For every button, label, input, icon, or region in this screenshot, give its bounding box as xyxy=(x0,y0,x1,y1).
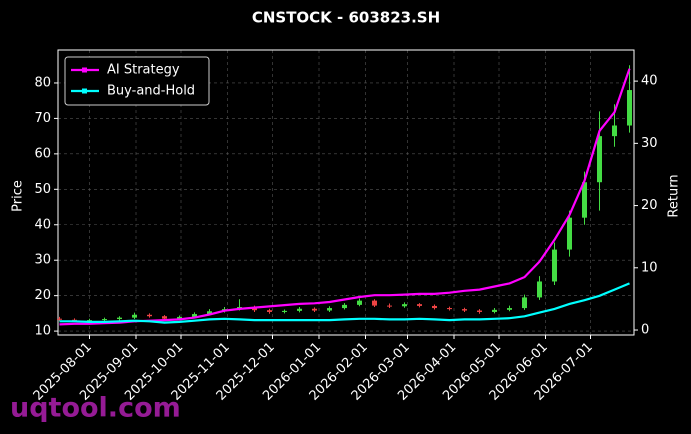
candle-body xyxy=(297,308,302,311)
candle-body xyxy=(372,300,377,306)
y-tick-label: 80 xyxy=(34,75,51,90)
candle-body xyxy=(387,305,392,307)
plot-frame xyxy=(57,49,635,336)
y-tick-label: 70 xyxy=(34,111,51,126)
candle-body xyxy=(357,300,362,305)
legend-label: AI Strategy xyxy=(107,63,180,78)
candle-body xyxy=(177,316,182,319)
candle-body xyxy=(402,304,407,307)
legend-marker xyxy=(82,67,87,73)
candle-body xyxy=(582,182,587,218)
candle-body xyxy=(432,305,437,309)
line-series xyxy=(59,68,631,326)
y2-axis-label: Return xyxy=(667,174,682,217)
y-axis-label: Price xyxy=(11,180,26,212)
y-tick-label: 50 xyxy=(34,182,51,197)
candle-body xyxy=(537,281,542,298)
candle-body xyxy=(312,308,317,311)
y2-tick-label: 20 xyxy=(641,198,658,213)
candle-body xyxy=(267,310,272,312)
legend-label: Buy-and-Hold xyxy=(107,84,195,99)
candle-body xyxy=(117,317,122,320)
candle-body xyxy=(192,314,197,317)
chart-title: CNSTOCK - 603823.SH xyxy=(252,9,440,27)
candle-body xyxy=(87,320,92,322)
y-tick-label: 10 xyxy=(34,324,51,339)
candle-body xyxy=(417,304,422,306)
y-tick-label: 60 xyxy=(34,146,51,161)
candle-body xyxy=(57,318,62,320)
line-series xyxy=(59,282,630,324)
y2-tick-label: 0 xyxy=(641,323,649,338)
y-tick-label: 40 xyxy=(34,217,51,232)
watermark: uqtool.com xyxy=(10,393,181,424)
candle-body xyxy=(522,297,527,309)
candle-body xyxy=(597,136,602,183)
y-tick-label: 30 xyxy=(34,253,51,268)
candle-body xyxy=(492,309,497,312)
candle-body xyxy=(627,90,632,126)
candle-body xyxy=(342,304,347,309)
y2-tick-label: 10 xyxy=(641,260,658,275)
legend-marker xyxy=(82,88,87,94)
legend-box xyxy=(64,56,210,106)
candle-body xyxy=(612,125,617,137)
candle-body xyxy=(552,249,557,282)
candle-body xyxy=(207,311,212,315)
candle-body xyxy=(477,310,482,312)
y2-tick-label: 30 xyxy=(641,136,658,151)
candle-body xyxy=(447,308,452,310)
legend: AI Strategy Buy-and-Hold xyxy=(64,56,210,106)
candle-body xyxy=(567,217,572,250)
candle-body xyxy=(102,319,107,321)
candle-body xyxy=(147,314,152,317)
candle-body xyxy=(327,308,332,311)
candle-body xyxy=(462,309,467,311)
candle-body xyxy=(132,314,137,318)
candle-body xyxy=(507,308,512,310)
y-tick-label: 20 xyxy=(34,288,51,303)
candle-body xyxy=(162,316,167,319)
y2-tick-label: 40 xyxy=(641,74,658,89)
candle-body xyxy=(282,310,287,312)
